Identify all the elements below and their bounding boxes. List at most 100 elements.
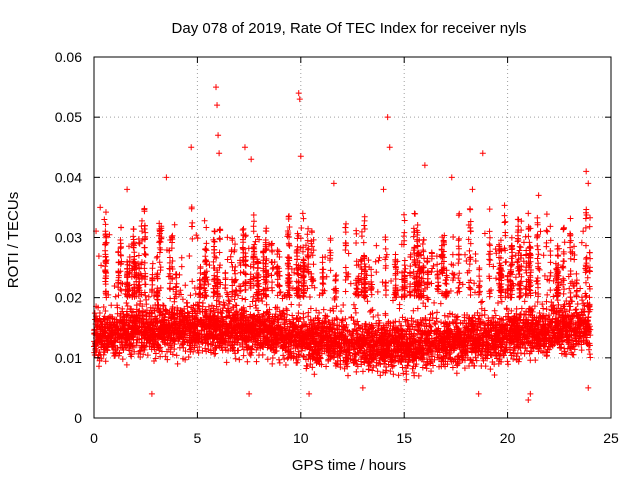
data-point <box>269 360 276 367</box>
data-point <box>276 356 283 363</box>
data-point <box>171 221 178 228</box>
data-point <box>539 301 546 308</box>
data-point <box>491 307 498 314</box>
data-point <box>543 306 550 313</box>
data-point <box>344 372 351 379</box>
data-point <box>431 299 438 306</box>
data-point <box>431 356 438 363</box>
data-point <box>112 293 119 300</box>
data-point <box>166 254 173 261</box>
data-point <box>561 239 568 246</box>
data-point <box>364 298 371 305</box>
data-point <box>305 245 312 252</box>
data-point <box>365 257 372 264</box>
data-point <box>255 311 262 318</box>
data-point <box>534 298 541 305</box>
data-point <box>220 305 227 312</box>
data-point <box>414 305 421 312</box>
chart-title: Day 078 of 2019, Rate Of TEC Index for r… <box>172 20 527 37</box>
data-point <box>282 361 289 368</box>
data-point <box>296 352 303 359</box>
data-point <box>475 315 482 322</box>
data-point <box>111 283 118 290</box>
data-point <box>123 300 130 307</box>
data-point <box>119 356 126 363</box>
data-point <box>374 312 381 319</box>
data-point <box>193 232 200 239</box>
data-point <box>232 355 239 362</box>
data-point <box>473 357 480 364</box>
data-point <box>578 239 585 246</box>
data-point <box>574 300 581 307</box>
data-point <box>586 351 593 358</box>
data-point <box>231 296 238 303</box>
data-point <box>178 254 185 261</box>
data-point <box>370 313 377 320</box>
data-point <box>240 352 247 359</box>
data-point <box>186 253 193 260</box>
data-point <box>280 352 287 359</box>
data-point <box>185 354 192 361</box>
data-point <box>345 250 352 257</box>
data-point <box>437 300 444 307</box>
data-point <box>244 358 251 365</box>
data-point <box>96 363 103 370</box>
data-point <box>154 296 161 303</box>
data-point <box>276 308 283 315</box>
data-point <box>307 305 314 312</box>
data-point <box>461 365 468 372</box>
data-point <box>567 303 574 310</box>
data-point <box>472 258 479 265</box>
data-point <box>95 253 102 260</box>
data-point <box>137 353 144 360</box>
data-point <box>263 301 270 308</box>
data-point <box>571 256 578 263</box>
data-point <box>579 297 586 304</box>
data-point <box>108 302 115 309</box>
data-point <box>341 365 348 372</box>
data-point <box>347 280 354 287</box>
data-point <box>374 368 381 375</box>
data-point <box>540 252 547 259</box>
data-point <box>585 346 592 353</box>
data-point <box>184 299 191 306</box>
data-point <box>540 305 547 312</box>
data-point <box>162 353 169 360</box>
data-point <box>288 301 295 308</box>
data-point <box>330 307 337 314</box>
data-point <box>311 371 318 378</box>
data-point <box>182 282 189 289</box>
data-point <box>541 272 548 279</box>
data-point <box>537 228 544 235</box>
data-point <box>178 263 185 270</box>
data-point <box>298 224 305 231</box>
data-point <box>239 295 246 302</box>
data-point <box>242 296 249 303</box>
data-point <box>177 287 184 294</box>
data-point <box>236 356 243 363</box>
data-point <box>571 346 578 353</box>
data-point <box>252 302 259 309</box>
data-point <box>461 251 468 258</box>
data-point <box>532 357 539 364</box>
data-point <box>206 262 213 269</box>
data-point <box>119 305 126 312</box>
data-point <box>259 298 266 305</box>
data-point <box>316 360 323 367</box>
data-point <box>340 301 347 308</box>
data-point <box>478 299 485 306</box>
data-point <box>467 356 474 363</box>
data-point <box>145 293 152 300</box>
data-point <box>428 368 435 375</box>
data-point <box>472 250 479 257</box>
data-point <box>353 368 360 375</box>
data-point <box>277 289 284 296</box>
data-point <box>487 366 494 373</box>
data-point <box>205 281 212 288</box>
data-point <box>153 254 160 261</box>
data-point <box>373 269 380 276</box>
data-point <box>143 296 150 303</box>
data-point <box>163 307 170 314</box>
data-point <box>296 301 303 308</box>
